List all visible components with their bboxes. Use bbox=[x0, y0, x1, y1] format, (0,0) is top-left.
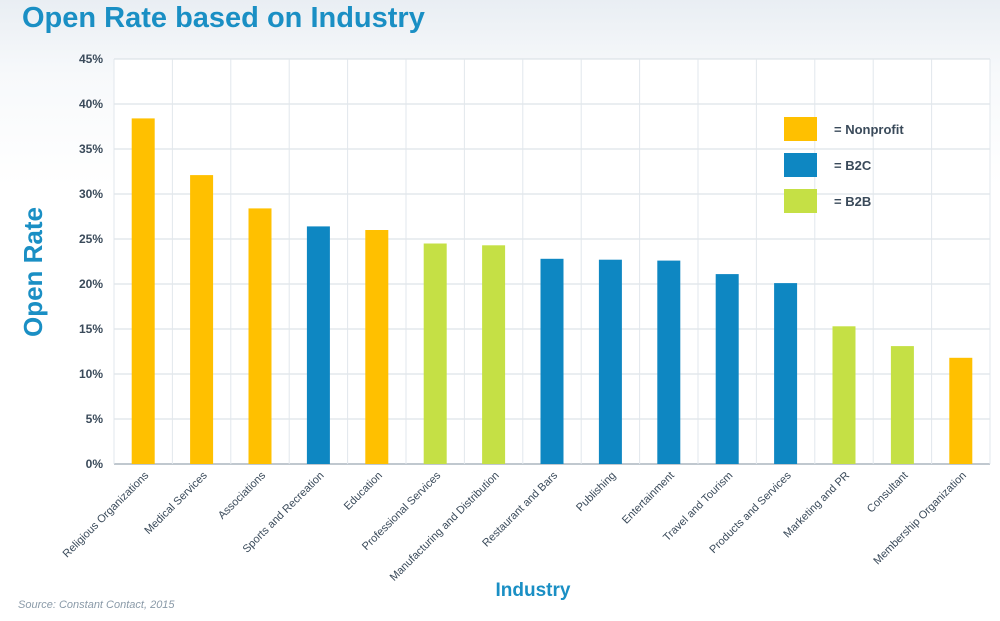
y-tick-label: 40% bbox=[79, 97, 103, 111]
x-tick-label: Education bbox=[342, 470, 385, 513]
source-note: Source: Constant Contact, 2015 bbox=[18, 599, 175, 611]
x-tick-label: Manufacturing and Distribution bbox=[388, 470, 502, 584]
y-tick-label: 10% bbox=[79, 367, 103, 381]
chart-title: Open Rate based on Industry bbox=[22, 2, 425, 34]
bar-entertainment bbox=[657, 260, 681, 464]
bar-associations bbox=[248, 208, 272, 464]
bar-marketing-and-pr bbox=[832, 326, 856, 464]
y-axis-ticks: 0% 5% 10% 15% 20% 25% 30% 35% 40% 45% bbox=[79, 52, 103, 471]
x-tick-label: Medical Services bbox=[142, 469, 210, 537]
bar-publishing bbox=[598, 259, 622, 464]
bar-travel-and-tourism bbox=[715, 274, 739, 464]
x-axis-title: Industry bbox=[496, 580, 571, 601]
bar-professional-services bbox=[423, 243, 447, 464]
bar-membership-organization bbox=[949, 357, 973, 464]
x-tick-label: Consultant bbox=[865, 470, 911, 516]
legend-label-b2c: = B2C bbox=[834, 158, 872, 173]
bar-products-and-services bbox=[774, 283, 798, 464]
y-tick-label: 5% bbox=[86, 412, 104, 426]
y-tick-label: 45% bbox=[79, 52, 103, 66]
y-tick-label: 25% bbox=[79, 232, 103, 246]
bar-manufacturing-and-distribution bbox=[482, 245, 506, 464]
legend-swatch-b2c bbox=[784, 153, 817, 177]
legend-swatch-b2b bbox=[784, 189, 817, 213]
legend-swatch-nonprofit bbox=[784, 117, 817, 141]
legend-label-nonprofit: = Nonprofit bbox=[834, 122, 904, 137]
y-tick-label: 15% bbox=[79, 322, 103, 336]
y-tick-label: 35% bbox=[79, 142, 103, 156]
bars bbox=[131, 118, 973, 465]
legend: = Nonprofit = B2C = B2B bbox=[784, 117, 904, 213]
bar-education bbox=[365, 230, 389, 464]
y-tick-label: 20% bbox=[79, 277, 103, 291]
bar-sports-and-recreation bbox=[306, 226, 330, 464]
bar-consultant bbox=[890, 346, 914, 464]
x-tick-label: Membership Organization bbox=[871, 470, 969, 568]
legend-label-b2b: = B2B bbox=[834, 194, 871, 209]
bar-medical-services bbox=[190, 175, 214, 464]
x-tick-label: Publishing bbox=[574, 470, 618, 514]
x-tick-label: Associations bbox=[216, 469, 269, 522]
y-axis-title: Open Rate bbox=[18, 207, 48, 337]
bar-religious-organizations bbox=[131, 118, 155, 465]
x-tick-label: Entertainment bbox=[620, 470, 677, 527]
y-tick-label: 0% bbox=[86, 457, 104, 471]
x-tick-label: Marketing and PR bbox=[781, 470, 852, 541]
y-tick-label: 30% bbox=[79, 187, 103, 201]
bar-restaurant-and-bars bbox=[540, 258, 564, 464]
x-tick-label: Religious Organizations bbox=[61, 469, 152, 560]
